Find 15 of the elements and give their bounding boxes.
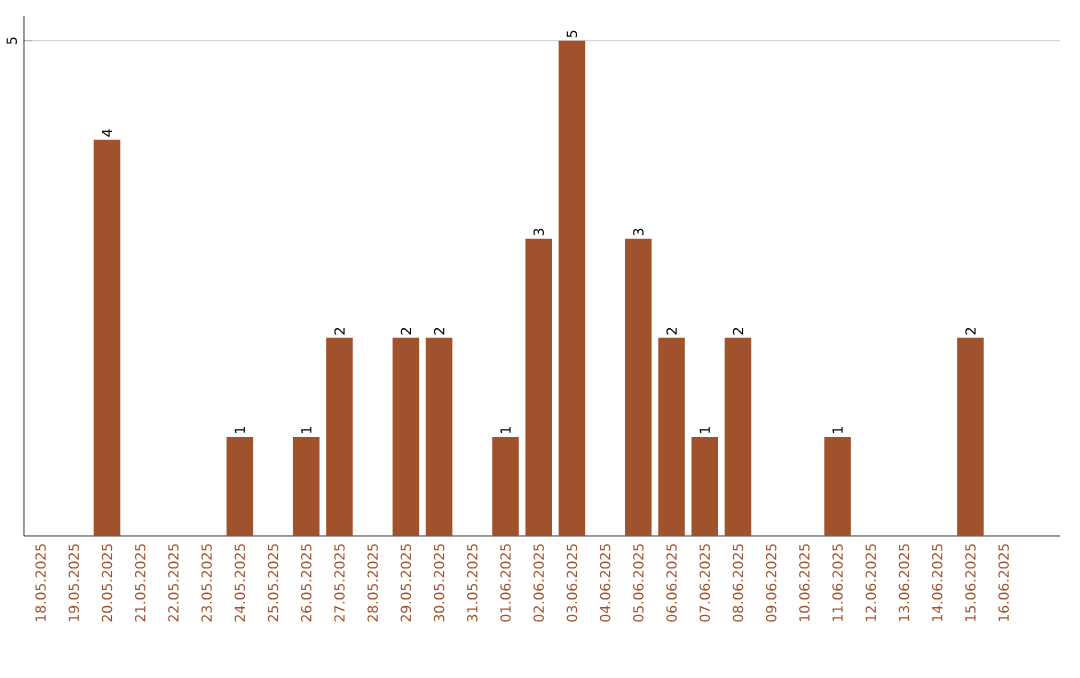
bar: [625, 239, 652, 537]
bar: [525, 239, 552, 537]
bar: [326, 338, 353, 537]
bar: [392, 338, 420, 537]
bar: [957, 338, 984, 537]
bar: [492, 437, 519, 537]
bar: [824, 437, 851, 537]
bar: [425, 338, 453, 537]
bar: [558, 40, 586, 537]
bar: [93, 140, 121, 537]
bar: [658, 338, 685, 537]
bar: [691, 437, 719, 537]
bar: [226, 437, 254, 537]
bar: [724, 338, 752, 537]
bar: [292, 437, 320, 537]
